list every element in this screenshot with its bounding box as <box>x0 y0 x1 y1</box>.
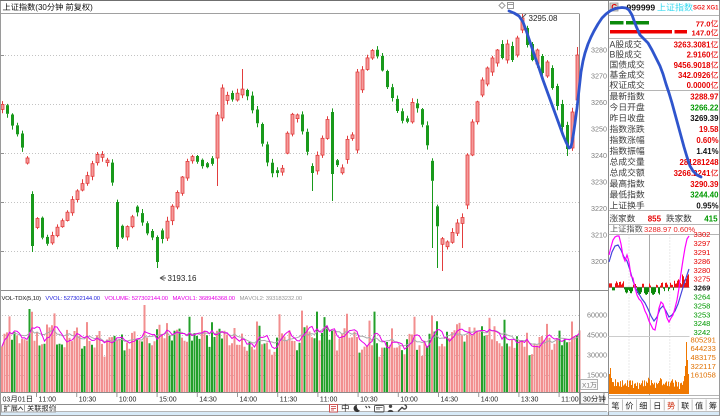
svg-text:13:30: 13:30 <box>521 397 539 404</box>
svg-text:45000: 45000 <box>587 331 607 340</box>
svg-text:3220: 3220 <box>591 204 607 213</box>
svg-text:3230: 3230 <box>591 178 607 187</box>
svg-text:3260: 3260 <box>591 98 607 107</box>
svg-text:): ) <box>90 3 93 12</box>
svg-text:2.9160: 2.9160 <box>687 51 712 60</box>
svg-text:14:30: 14:30 <box>199 397 217 404</box>
svg-text:322117: 322117 <box>691 362 716 371</box>
svg-text:999999: 999999 <box>627 2 656 12</box>
svg-text:0.60%: 0.60% <box>696 136 718 145</box>
svg-text:3258: 3258 <box>694 301 711 310</box>
svg-text:855: 855 <box>648 215 662 224</box>
svg-text:14:00: 14:00 <box>481 397 499 404</box>
svg-text:3266.22: 3266.22 <box>690 103 719 112</box>
svg-text:3280: 3280 <box>591 46 607 55</box>
svg-text:3263.3081: 3263.3081 <box>674 41 712 50</box>
svg-text:3240: 3240 <box>591 151 607 160</box>
svg-text:(30: (30 <box>35 3 47 12</box>
svg-text:10:30: 10:30 <box>360 397 378 404</box>
svg-text:3288.97 0.60%: 3288.97 0.60% <box>644 225 695 234</box>
svg-text:3269: 3269 <box>694 284 711 293</box>
svg-text:11:00: 11:00 <box>561 397 579 404</box>
svg-text:VOLUME: 527302144.00: VOLUME: 527302144.00 <box>105 296 169 302</box>
svg-text:3270: 3270 <box>591 72 607 81</box>
svg-text:3250: 3250 <box>591 125 607 134</box>
svg-text:3248: 3248 <box>694 319 711 328</box>
svg-text:77.0: 77.0 <box>696 20 711 29</box>
svg-text:15:00: 15:00 <box>159 397 177 404</box>
svg-text:10:00: 10:00 <box>400 397 418 404</box>
svg-text:0.95%: 0.95% <box>696 202 718 211</box>
svg-text:9456.9018: 9456.9018 <box>674 61 712 70</box>
svg-text:3200: 3200 <box>591 257 607 266</box>
svg-text:3302: 3302 <box>694 230 711 239</box>
svg-text:3244.40: 3244.40 <box>690 191 719 200</box>
svg-text:483175: 483175 <box>691 353 716 362</box>
svg-text:XG1: XG1 <box>707 5 720 11</box>
svg-text:30000: 30000 <box>587 351 607 360</box>
svg-text:342.0926: 342.0926 <box>678 71 711 80</box>
svg-text:3288.97: 3288.97 <box>690 92 718 101</box>
svg-text:VOL-TDX(5,10): VOL-TDX(5,10) <box>2 296 42 302</box>
svg-text:3290.39: 3290.39 <box>690 180 719 189</box>
svg-text:3297: 3297 <box>694 239 711 248</box>
svg-text:0.0000: 0.0000 <box>687 81 712 90</box>
svg-text:MAVOL2: 393183232.00: MAVOL2: 393183232.00 <box>240 296 303 302</box>
svg-text:3253: 3253 <box>694 310 711 319</box>
svg-text:3264: 3264 <box>694 293 711 302</box>
svg-text:3210: 3210 <box>591 231 607 240</box>
svg-text:3242: 3242 <box>694 328 711 337</box>
svg-text:14:30: 14:30 <box>441 397 459 404</box>
svg-text:15000: 15000 <box>587 371 607 380</box>
svg-text:X1: X1 <box>582 383 590 390</box>
svg-text:SG2: SG2 <box>693 5 706 11</box>
svg-text:3291: 3291 <box>694 248 711 257</box>
svg-text:10:30: 10:30 <box>79 397 97 404</box>
svg-text:60000: 60000 <box>587 311 607 320</box>
svg-text:161058: 161058 <box>691 371 716 380</box>
svg-text:3193.16: 3193.16 <box>168 274 197 283</box>
svg-text:03: 03 <box>3 397 11 404</box>
svg-text:281281248: 281281248 <box>680 158 720 167</box>
svg-text:11:30: 11:30 <box>280 397 298 404</box>
svg-text:30: 30 <box>583 397 591 404</box>
svg-text:11:00: 11:00 <box>39 397 57 404</box>
svg-text:14:00: 14:00 <box>240 397 258 404</box>
svg-text:A: A <box>610 40 616 50</box>
svg-text:01: 01 <box>18 397 26 404</box>
svg-text:3280: 3280 <box>694 266 711 275</box>
svg-text:10:00: 10:00 <box>119 397 137 404</box>
svg-text:805291: 805291 <box>691 335 716 344</box>
svg-text:147.0: 147.0 <box>692 29 711 38</box>
svg-text:B: B <box>610 50 616 60</box>
svg-text:415: 415 <box>704 215 718 224</box>
svg-text:3295.08: 3295.08 <box>529 14 558 23</box>
svg-text:1.41%: 1.41% <box>696 147 718 156</box>
svg-text:3266.2241: 3266.2241 <box>674 169 712 178</box>
svg-text:11:00: 11:00 <box>320 397 338 404</box>
svg-text:VVOL: 527302144.00: VVOL: 527302144.00 <box>45 296 100 302</box>
svg-text:644233: 644233 <box>691 344 716 353</box>
svg-text:3286: 3286 <box>694 257 711 266</box>
svg-text:3275: 3275 <box>694 275 711 284</box>
svg-text:3269.39: 3269.39 <box>690 114 719 123</box>
svg-text:MAVOL1: 368946368.00: MAVOL1: 368946368.00 <box>173 296 236 302</box>
svg-text:19.58: 19.58 <box>699 125 719 134</box>
